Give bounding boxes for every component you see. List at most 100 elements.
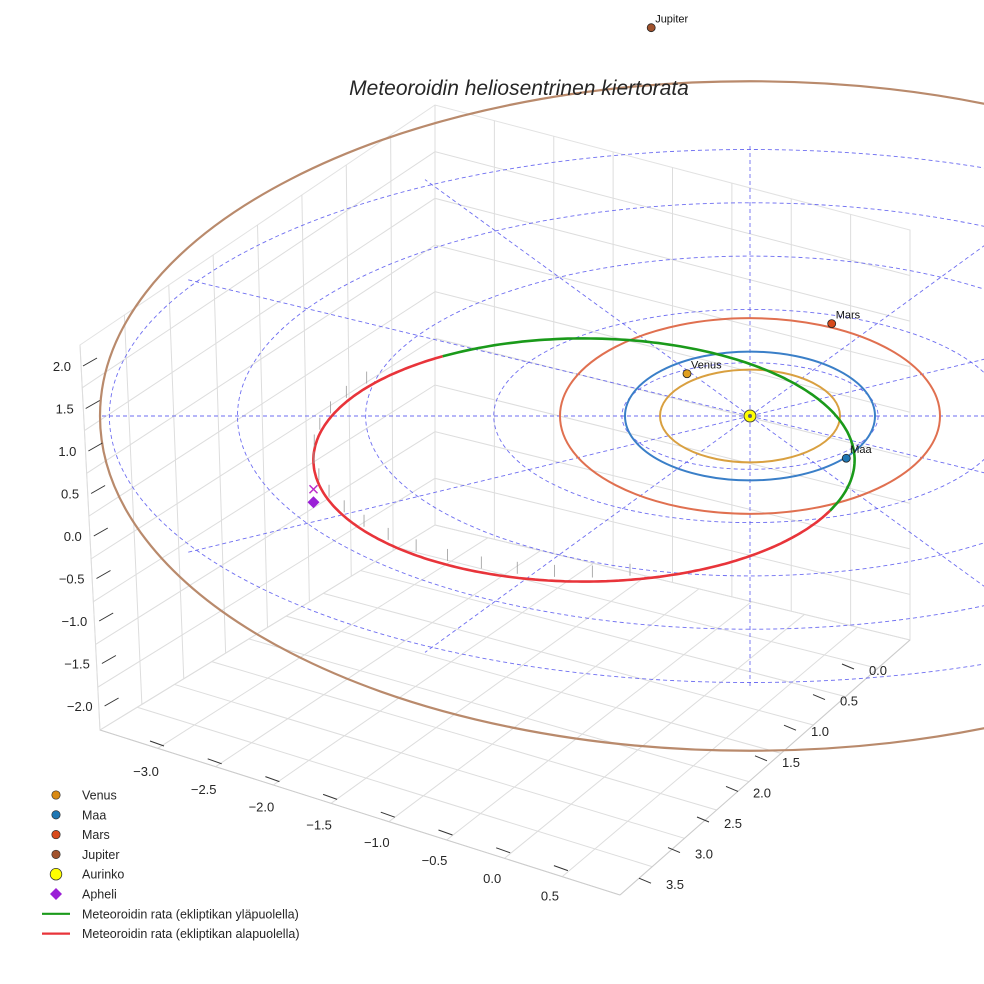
orbit-mars (559, 317, 941, 515)
axes-panels (79, 104, 911, 731)
z-tick-label: 0.5 (61, 487, 79, 502)
grid-line (90, 337, 911, 560)
z-tick-mark (98, 612, 114, 622)
grid (79, 105, 911, 896)
grid-line (248, 638, 750, 783)
z-tick-label: 0.0 (64, 529, 82, 544)
ecliptic-radial (424, 415, 751, 653)
grid-line (95, 431, 911, 645)
grid-line (360, 570, 846, 698)
z-tick-mark (96, 570, 111, 579)
grid-line (123, 314, 143, 705)
grid-line (97, 477, 911, 688)
legend-marker (51, 830, 61, 840)
planet-marker-maa (841, 453, 851, 463)
z-tick-mark (82, 357, 98, 367)
orbit-jupiter (99, 80, 984, 752)
y-axis-line (619, 639, 911, 896)
planet-label-mars: Mars (836, 310, 861, 322)
z-tick-mark (88, 442, 103, 452)
grid-line (81, 151, 911, 389)
grid-line (211, 661, 717, 811)
z-tick-mark (90, 485, 106, 494)
grid-line (434, 524, 911, 641)
grid-line (174, 683, 685, 839)
z-tick-label: −1.5 (64, 657, 90, 672)
grid-line (323, 592, 814, 726)
grid-line (301, 194, 310, 602)
ecliptic-radial (186, 415, 751, 553)
legend: Venus Maa Mars Jupiter Aurinko Apheli Meteoroi… (42, 789, 299, 941)
legend-label: Aurinko (82, 868, 124, 882)
orbit-venus (659, 368, 841, 464)
x-tick-label: −1.5 (306, 817, 332, 832)
y-tick-mark (841, 663, 855, 670)
legend-label: Mars (82, 828, 110, 842)
y-tick-label: 2.0 (753, 785, 771, 800)
ecliptic-grid (100, 143, 984, 689)
x-tick-mark (322, 793, 338, 800)
grid-line (168, 284, 185, 679)
legend-marker (51, 849, 61, 859)
legend-label: Maa (82, 808, 106, 822)
orbit-maa (624, 350, 876, 482)
y-tick-mark (812, 694, 826, 701)
x-tick-mark (438, 829, 453, 836)
ecliptic-radial (749, 358, 984, 417)
ecliptic-radial (186, 279, 751, 417)
grid-line (84, 197, 911, 431)
z-tick-mark (85, 400, 100, 409)
y-tick-mark (754, 755, 768, 762)
grid-line (215, 550, 541, 768)
grid-line (212, 254, 227, 654)
x-tick-label: −3.0 (133, 764, 159, 779)
planet-marker-venus (682, 369, 692, 379)
orbits (99, 80, 984, 752)
x-tick-label: −0.5 (422, 853, 448, 868)
ticks: 2.0 1.5 1.0 0.5 0.0 −0.5 −1.0 −1.5 −2.0 −3.0 −2.5 −… (53, 357, 887, 904)
z-tick-mark (104, 697, 119, 707)
grid-line (137, 706, 653, 868)
ecliptic-radial (749, 245, 984, 417)
x-tick-mark (380, 811, 395, 818)
meteoroid-orbit-above (442, 337, 856, 512)
y-tick-mark (783, 724, 797, 731)
z-tick-label: 2.0 (53, 359, 71, 374)
planet-label-maa: Maa (850, 444, 872, 456)
grid-line (330, 575, 647, 804)
planet-marker-mars (827, 319, 837, 329)
legend-label: Meteoroidin rata (ekliptikan yläpuolella… (82, 907, 299, 921)
planet-label-venus: Venus (691, 360, 722, 372)
grid-line (257, 224, 268, 628)
y-tick-mark (667, 847, 681, 854)
grid-line (99, 524, 436, 731)
grid-line (504, 614, 805, 859)
z-tick-label: 1.0 (58, 444, 76, 459)
grid-line (88, 291, 911, 517)
grid-line (561, 626, 858, 878)
legend-marker (51, 810, 61, 820)
x-tick-label: −2.5 (191, 782, 217, 797)
y-tick-label: 3.5 (666, 877, 684, 892)
y-tick-mark (725, 785, 739, 792)
markers: Venus Maa Mars Jupiter (307, 14, 873, 509)
legend-label: Meteoroidin rata (ekliptikan alapuolella… (82, 927, 299, 941)
grid-line (397, 547, 878, 669)
planet-marker-jupiter (646, 23, 656, 33)
legend-marker (49, 868, 63, 881)
legend-label: Venus (82, 789, 117, 803)
grid-line (446, 601, 752, 841)
z-tick-label: −2.0 (67, 699, 93, 714)
legend-label: Jupiter (82, 848, 120, 862)
ecliptic-radial (424, 179, 751, 417)
grid-line (273, 562, 594, 786)
meteoroid-orbit-below (312, 355, 831, 583)
grid-line (345, 164, 352, 577)
z-tick-mark (101, 655, 117, 664)
grid-line (86, 244, 911, 474)
x-tick-mark (553, 865, 569, 872)
grid-line (390, 134, 394, 551)
z-tick-label: 1.5 (56, 402, 74, 417)
planet-label-jupiter: Jupiter (655, 14, 688, 26)
